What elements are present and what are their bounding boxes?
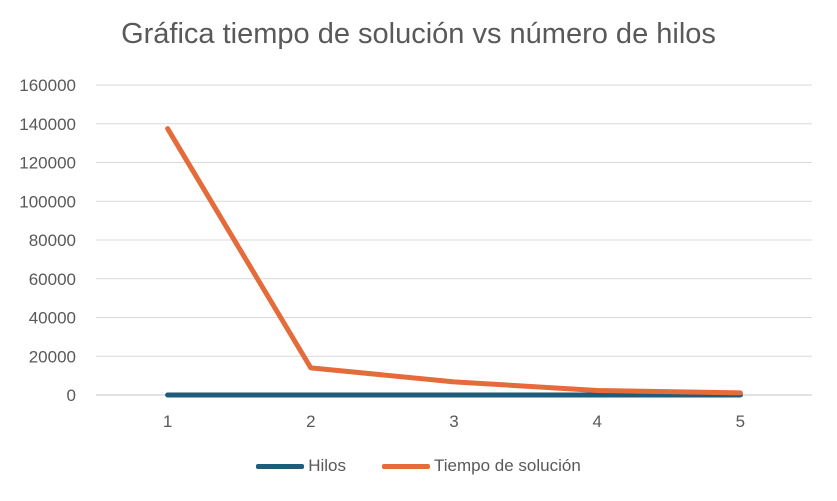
legend-swatch-hilos [256, 463, 305, 469]
series-line-tiempo-de-solucion [165, 126, 743, 396]
y-axis-ticks: 0 20000 40000 60000 80000 100000 120000 140000 1… [19, 76, 76, 405]
y-tick-label: 160000 [19, 76, 76, 95]
y-tick-label: 60000 [29, 270, 76, 289]
y-tick-label: 40000 [29, 309, 76, 328]
y-tick-label: 20000 [29, 347, 76, 366]
legend-label-tiempo: Tiempo de solución [434, 456, 581, 475]
legend-swatch-tiempo [382, 463, 430, 469]
chart-title: Gráfica tiempo de solución vs número de … [121, 18, 716, 50]
x-tick-label: 2 [306, 412, 315, 431]
y-tick-label: 120000 [19, 154, 76, 173]
grid-lines [96, 84, 812, 396]
x-tick-label: 5 [736, 412, 745, 431]
x-tick-label: 4 [592, 412, 601, 431]
x-tick-label: 1 [163, 412, 172, 431]
y-tick-label: 80000 [29, 231, 76, 250]
y-tick-label: 100000 [19, 192, 76, 211]
series-lines [165, 126, 743, 398]
x-tick-label: 3 [449, 412, 458, 431]
x-axis-ticks: 1 2 3 4 5 [163, 412, 745, 431]
legend-item-hilos: Hilos [256, 456, 346, 476]
legend-label-hilos: Hilos [308, 456, 346, 475]
y-tick-label: 140000 [19, 115, 76, 134]
legend: Hilos Tiempo de solución [0, 456, 837, 476]
y-tick-label: 0 [67, 386, 76, 405]
legend-item-tiempo: Tiempo de solución [382, 456, 581, 476]
